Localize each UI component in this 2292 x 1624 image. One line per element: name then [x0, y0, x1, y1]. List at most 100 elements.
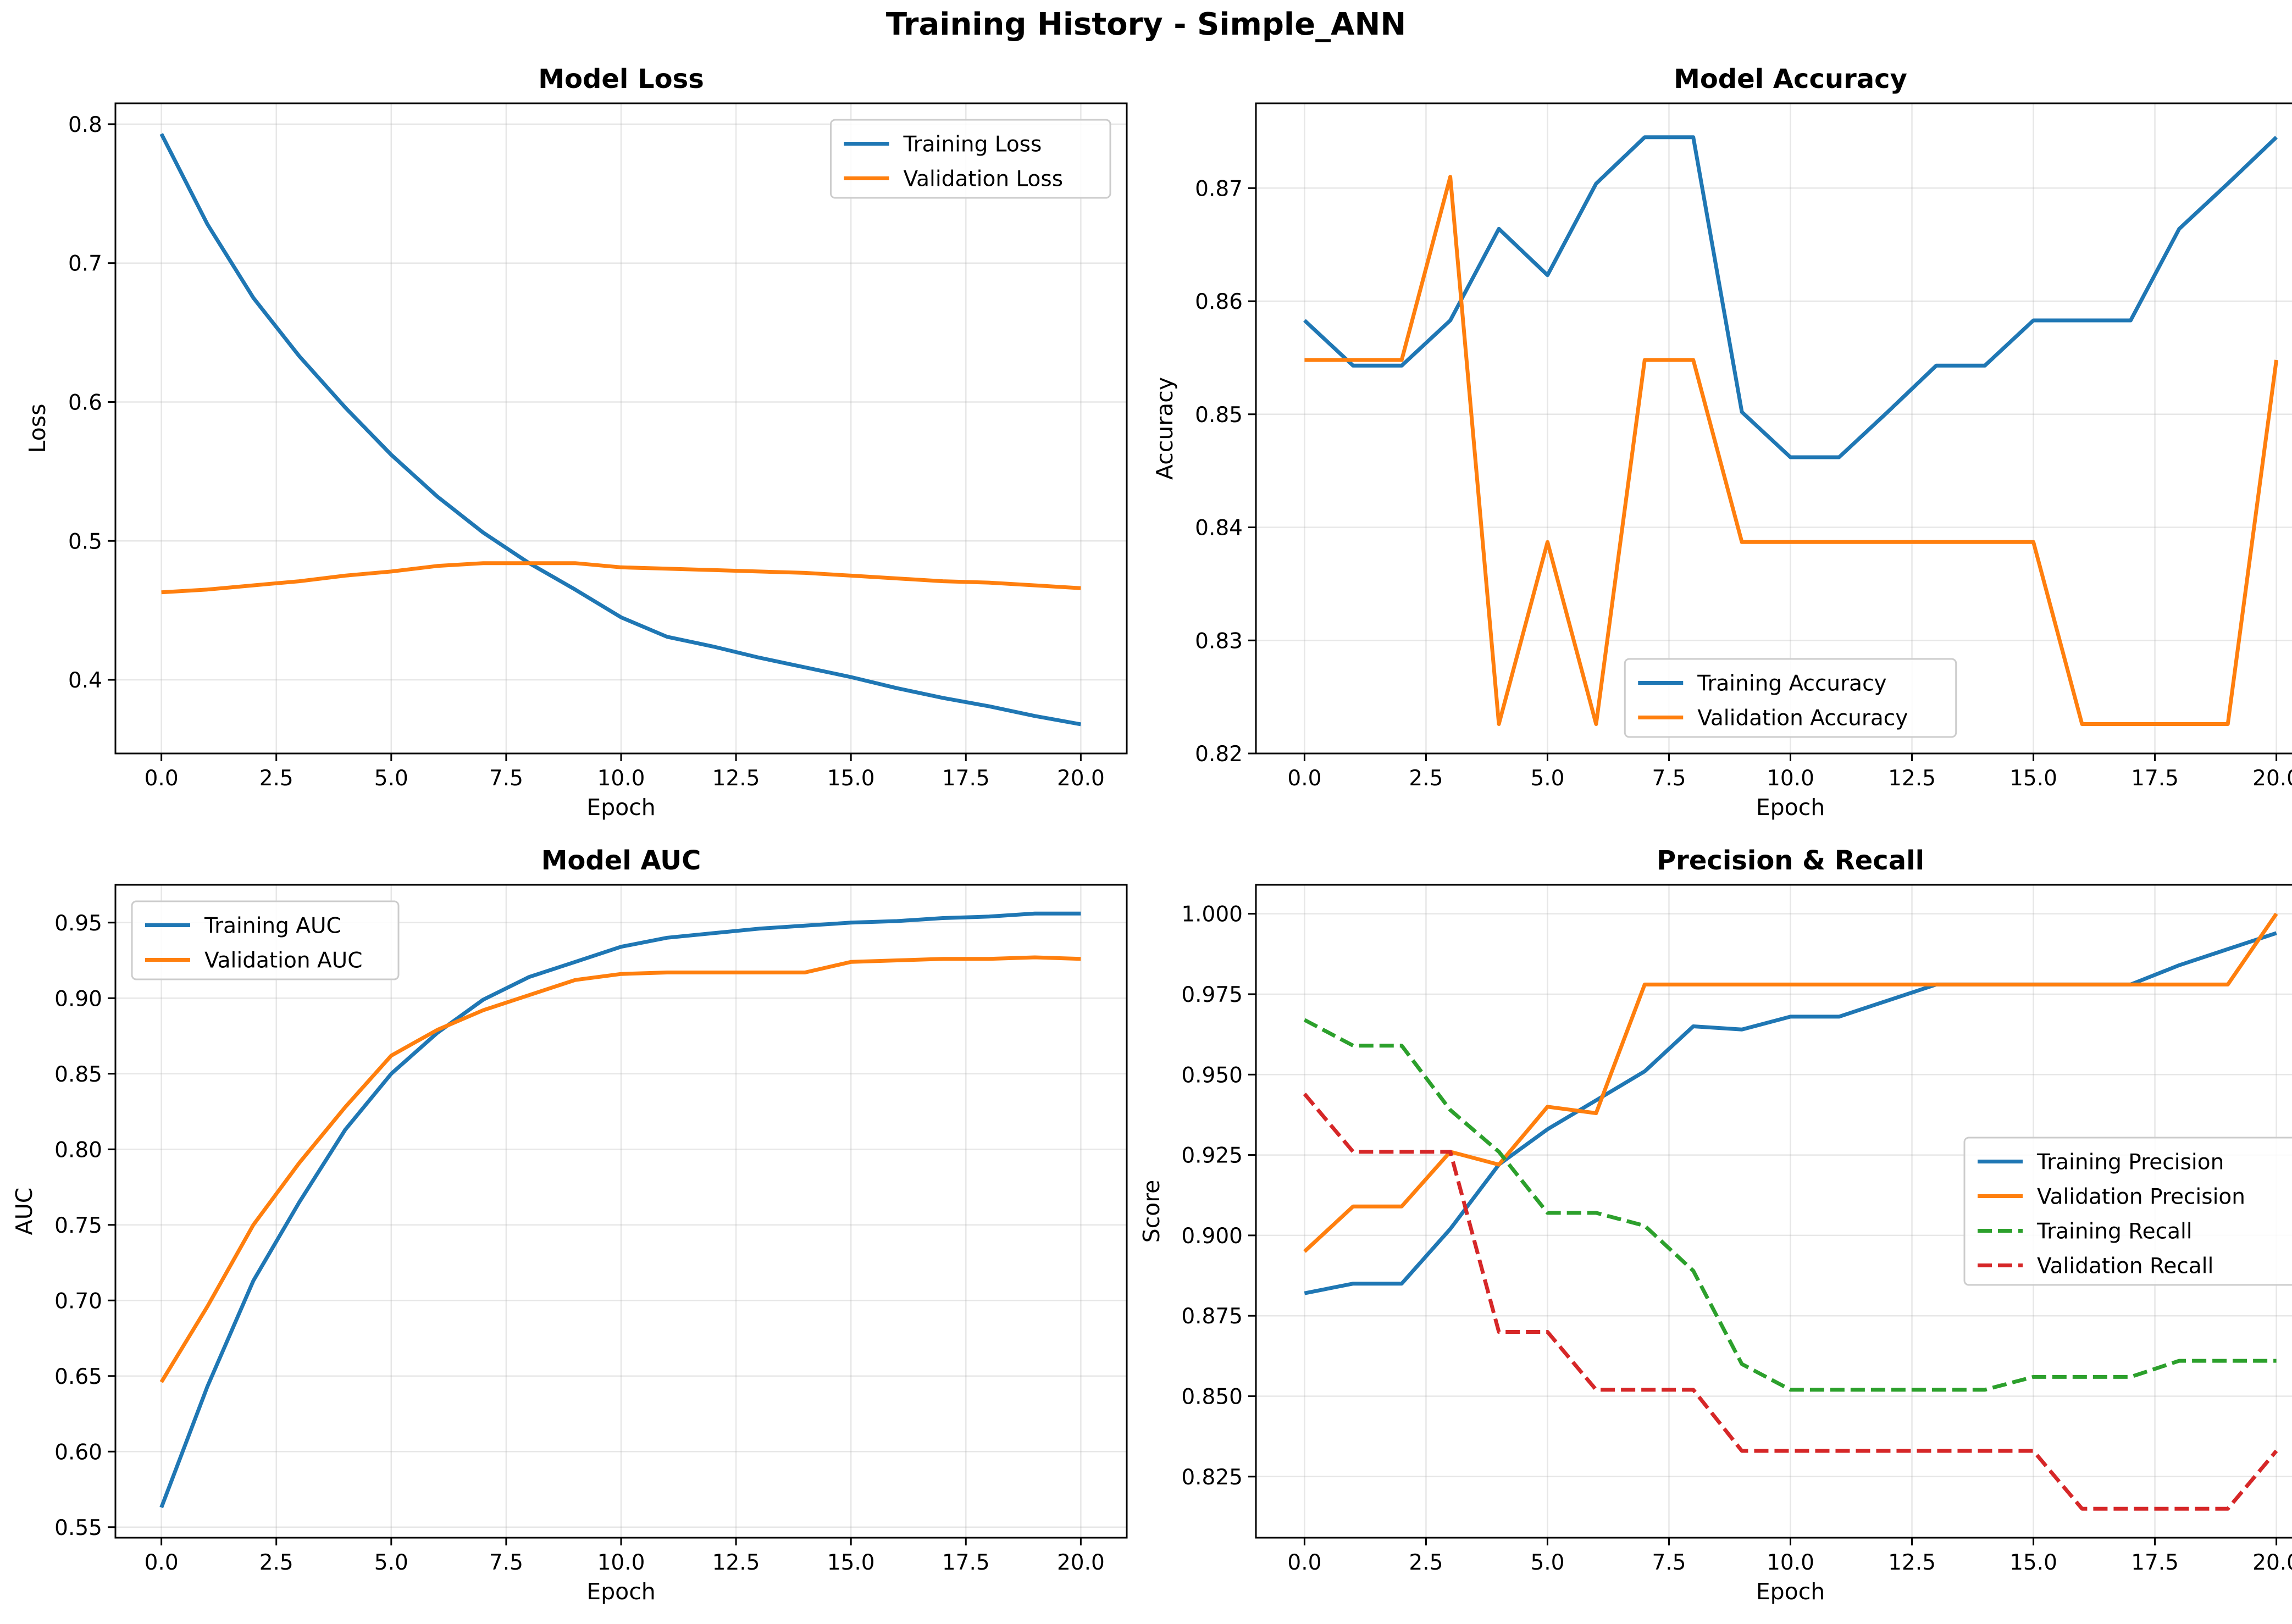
y-tick-label: 0.4: [68, 668, 102, 693]
grid: [115, 885, 1127, 1538]
series-line-training-recall: [1303, 1018, 2277, 1392]
series-line-training-auc: [159, 911, 1081, 1509]
legend: Training Accuracy Validation Accuracy: [1624, 658, 1957, 738]
x-axis-label: Epoch: [1756, 794, 1825, 821]
y-tick-label: 0.83: [1195, 629, 1243, 653]
x-tick-label: 7.5: [1652, 1550, 1686, 1575]
x-tick-label: 5.0: [374, 1550, 408, 1575]
x-tick-label: 10.0: [597, 766, 645, 791]
x-tick-label: 12.5: [1888, 1550, 1936, 1575]
x-tick-label: 0.0: [145, 766, 179, 791]
x-tick-label: 15.0: [2009, 1550, 2057, 1575]
legend-box: [131, 900, 400, 980]
series-line-validation-auc: [159, 955, 1081, 1383]
y-tick-label: 0.7: [68, 252, 102, 276]
y-tick-label: 0.8: [68, 113, 102, 137]
y-tick-label: 0.84: [1195, 516, 1243, 541]
y-tick-label: 0.86: [1195, 290, 1243, 314]
legend-label: Validation AUC: [204, 949, 362, 973]
legend-label: Training Precision: [2036, 1150, 2224, 1175]
y-tick-label: 0.975: [1181, 983, 1243, 1007]
legend-label: Training Recall: [2036, 1220, 2193, 1244]
grid: [115, 103, 1127, 753]
series-line-validation-accuracy: [1304, 175, 2279, 726]
y-tick-label: 0.85: [54, 1062, 102, 1087]
chart-title: Model AUC: [541, 845, 701, 876]
x-tick-label: 2.5: [259, 1550, 294, 1575]
y-tick-label: 0.850: [1181, 1385, 1243, 1410]
y-tick-label: 0.75: [54, 1213, 102, 1238]
x-tick-label: 20.0: [2252, 1550, 2292, 1575]
y-tick-label: 0.6: [68, 390, 102, 415]
x-tick-label: 5.0: [1530, 1550, 1564, 1575]
y-tick-label: 0.85: [1195, 403, 1243, 428]
x-tick-label: 10.0: [597, 1550, 645, 1575]
y-tick-label: 0.65: [54, 1365, 102, 1389]
legend-label: Training AUC: [204, 914, 341, 939]
x-tick-label: 12.5: [712, 1550, 760, 1575]
x-tick-label: 5.0: [1530, 766, 1564, 791]
plot-frame: [1255, 102, 2292, 755]
legend: Training Loss Validation Loss: [830, 119, 1111, 199]
x-tick-label: 0.0: [1287, 766, 1321, 791]
series-line-validation-loss: [161, 561, 1081, 595]
y-tick-label: 1.000: [1181, 902, 1243, 927]
chart-title: Model Accuracy: [1674, 64, 1907, 95]
legend-box: [830, 119, 1111, 199]
y-axis-label: Accuracy: [1151, 377, 1178, 480]
chart-title: Precision & Recall: [1657, 845, 1924, 876]
x-axis-label: Epoch: [586, 1578, 656, 1605]
legend-label: Validation Precision: [2037, 1185, 2245, 1210]
x-axis-label: Epoch: [586, 794, 656, 821]
x-tick-label: 20.0: [1057, 766, 1105, 791]
x-axis-label: Epoch: [1756, 1578, 1825, 1605]
legend-label: Training Accuracy: [1697, 672, 1886, 696]
x-tick-label: 2.5: [1409, 1550, 1443, 1575]
series-line-training-loss: [159, 133, 1082, 727]
y-axis-label: Loss: [24, 404, 51, 453]
legend-box: [1963, 1137, 2292, 1286]
y-tick-label: 0.95: [54, 911, 102, 936]
grid: [1256, 103, 2292, 755]
accuracy-chart: 0.0 2.5 5.0 7.5 10.0 12.5 15.0 17.5 20.0 0.82 0.83…: [1151, 64, 2292, 821]
legend-box: [1624, 658, 1957, 738]
y-axis-label: AUC: [11, 1188, 37, 1235]
y-tick-label: 0.90: [54, 986, 102, 1011]
auc-chart: 0.0 2.5 5.0 7.5 10.0 12.5 15.0 17.5 20.0 0.55 0.60…: [11, 845, 1128, 1605]
chart-title: Model Loss: [538, 64, 704, 95]
y-axis-label: Score: [1138, 1180, 1165, 1243]
y-tick-label: 0.825: [1181, 1465, 1243, 1490]
y-tick-label: 0.82: [1195, 742, 1243, 767]
y-tick-label: 0.87: [1195, 176, 1243, 201]
legend: Training AUC Validation AUC: [131, 900, 400, 980]
x-tick-label: 0.0: [1287, 1550, 1321, 1575]
x-tick-label: 15.0: [2009, 766, 2057, 791]
y-tick-label: 0.950: [1181, 1063, 1243, 1088]
y-tick-label: 0.900: [1181, 1224, 1243, 1249]
x-tick-label: 7.5: [1652, 766, 1686, 791]
x-tick-label: 17.5: [2131, 766, 2179, 791]
series-line-training-accuracy: [1303, 135, 2278, 459]
y-tick-label: 0.60: [54, 1440, 102, 1465]
x-tick-label: 20.0: [1057, 1550, 1105, 1575]
x-tick-label: 15.0: [827, 766, 875, 791]
x-tick-label: 10.0: [1767, 766, 1814, 791]
x-tick-label: 0.0: [145, 1550, 179, 1575]
legend-label: Validation Loss: [904, 167, 1064, 192]
legend-label: Validation Accuracy: [1697, 706, 1908, 731]
x-tick-label: 10.0: [1767, 1550, 1814, 1575]
x-tick-label: 12.5: [1888, 766, 1936, 791]
x-tick-label: 17.5: [2131, 1550, 2179, 1575]
y-tick-label: 0.5: [68, 529, 102, 554]
y-tick-label: 0.875: [1181, 1304, 1243, 1329]
x-tick-label: 7.5: [489, 1550, 523, 1575]
x-tick-label: 12.5: [712, 766, 760, 791]
legend-label: Validation Recall: [2037, 1254, 2213, 1279]
x-tick-label: 20.0: [2252, 766, 2292, 791]
legend: Training Precision Validation Precision Tr…: [1963, 1137, 2292, 1286]
x-tick-label: 17.5: [942, 1550, 990, 1575]
series-line-validation-recall: [1303, 1093, 2278, 1511]
y-tick-label: 0.925: [1181, 1144, 1243, 1168]
figure-title: Training History - Simple_ANN: [885, 7, 1407, 42]
x-tick-label: 2.5: [1409, 766, 1443, 791]
